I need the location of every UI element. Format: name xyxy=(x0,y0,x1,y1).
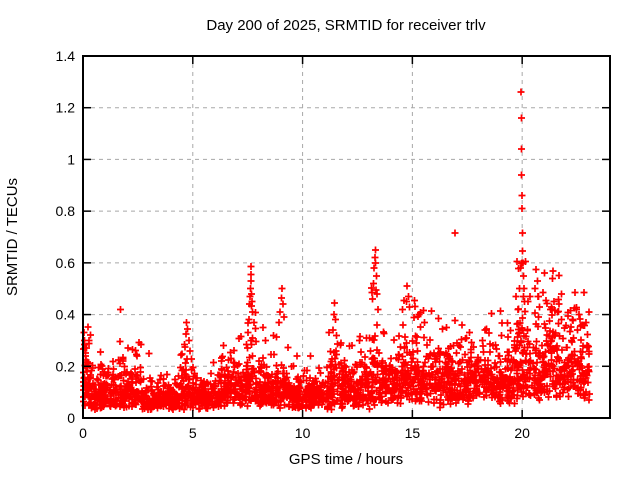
y-axis-label: SRMTID / TECUs xyxy=(4,178,21,296)
y-tick-label: 1.2 xyxy=(56,100,76,116)
x-tick-label: 10 xyxy=(295,425,311,441)
y-tick-label: 1.4 xyxy=(56,48,76,64)
y-tick-label: 1 xyxy=(67,151,75,167)
axes xyxy=(82,55,611,419)
y-tick-label: 0.8 xyxy=(56,203,76,219)
chart-title: Day 200 of 2025, SRMTID for receiver trl… xyxy=(206,17,486,34)
x-tick-label: 15 xyxy=(405,425,421,441)
y-tick-label: 0.6 xyxy=(56,255,76,271)
y-tick-label: 0.2 xyxy=(56,358,76,374)
data-point-markers xyxy=(80,88,593,413)
y-tick-label: 0.4 xyxy=(56,307,76,323)
y-tick-label: 0 xyxy=(67,410,75,426)
labels: Day 200 of 2025, SRMTID for receiver trl… xyxy=(4,17,530,468)
scatter-points xyxy=(80,88,593,413)
x-tick-label: 5 xyxy=(189,425,197,441)
x-tick-label: 20 xyxy=(514,425,530,441)
plot-border xyxy=(82,55,611,419)
x-axis-label: GPS time / hours xyxy=(289,451,403,468)
x-tick-label: 0 xyxy=(79,425,87,441)
